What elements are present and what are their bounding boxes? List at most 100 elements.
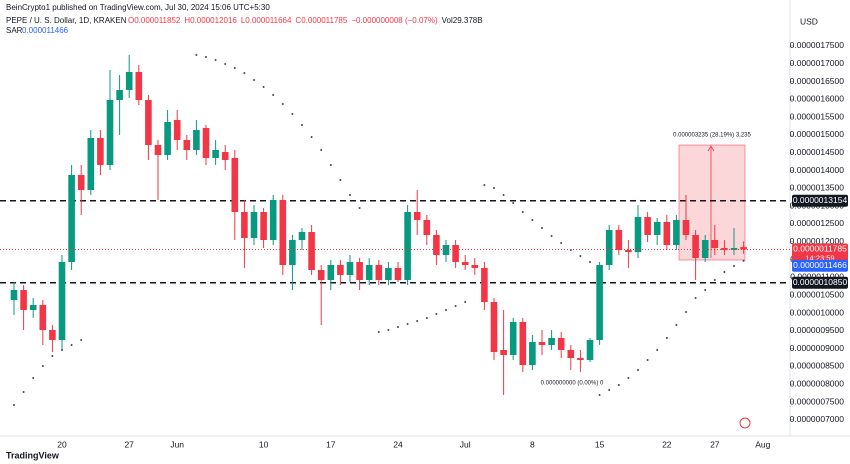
candle-body xyxy=(327,265,335,280)
level-label: 0.0000013154 xyxy=(793,195,848,205)
sar-dot xyxy=(579,255,582,258)
candle-body xyxy=(356,262,363,280)
sar-dot xyxy=(694,297,697,300)
y-tick-label: 0.0000007000 xyxy=(790,414,845,424)
candle-body xyxy=(125,71,133,90)
sar-dot xyxy=(70,344,73,347)
candle-body xyxy=(500,349,507,356)
sar-tag xyxy=(792,259,848,272)
candle-body xyxy=(471,265,479,269)
sar-dot xyxy=(627,377,630,380)
sar-dot xyxy=(41,365,44,368)
sar-dot xyxy=(493,187,495,190)
sar-dot xyxy=(637,368,639,371)
sar-dot xyxy=(608,389,611,392)
y-tick-label: 0.0000007500 xyxy=(790,396,845,406)
candle-body xyxy=(529,342,536,366)
sar-dot xyxy=(253,78,255,81)
sar-dot xyxy=(646,358,649,361)
publisher: BeinCrypto1 published on TradingView.com… xyxy=(6,3,270,12)
sar-dot xyxy=(80,339,83,342)
legend-close: C0.000011785 xyxy=(295,16,347,25)
sar-dot xyxy=(742,259,745,262)
candle-body xyxy=(567,349,575,358)
candle-body xyxy=(39,304,47,331)
candle-body xyxy=(346,262,354,276)
sar-dot xyxy=(617,384,620,387)
candle-body xyxy=(116,89,123,101)
sar-dot xyxy=(541,227,543,230)
sar-dot xyxy=(349,194,351,197)
candle-body xyxy=(404,212,411,280)
candle-body xyxy=(10,290,18,301)
y-tick-label: 0.0000013500 xyxy=(790,183,845,193)
currency: USD xyxy=(800,16,818,26)
candle-body xyxy=(183,140,191,150)
candle-body xyxy=(269,200,277,241)
candle-body xyxy=(615,230,623,250)
candle-body xyxy=(663,222,671,246)
sar-dot xyxy=(416,320,419,323)
candle-body xyxy=(250,212,258,238)
level-label: 0.0000010850 xyxy=(793,277,848,287)
range-top-label: 0.000003235 (28.19%) 3,235 xyxy=(673,133,751,139)
sar-dot xyxy=(262,86,265,89)
candle-body xyxy=(538,342,546,346)
legend-change: −0.000000008 (−0.07%) xyxy=(351,16,438,25)
sar-dot xyxy=(272,94,275,97)
sar-dot xyxy=(195,54,198,57)
legend-low: L0.000011664 xyxy=(241,16,292,25)
candle-body xyxy=(605,230,613,266)
sar-dot xyxy=(13,403,15,406)
sar-dot xyxy=(22,390,25,393)
candle-body xyxy=(625,249,632,253)
candle-body xyxy=(87,137,95,191)
candle-body xyxy=(586,340,594,360)
sar-name: SAR xyxy=(6,26,23,35)
legend-open: O0.000011852 xyxy=(128,16,181,25)
level-tag xyxy=(792,194,848,207)
sar-dot xyxy=(483,184,486,187)
candle-body xyxy=(452,245,459,263)
candle-body xyxy=(164,122,171,156)
candle-body xyxy=(711,240,719,248)
candle-body xyxy=(634,217,642,253)
sar-dot xyxy=(550,234,553,237)
sar-dot xyxy=(397,325,399,328)
level-tag xyxy=(792,276,848,289)
candle-body xyxy=(212,149,219,158)
sar-dot xyxy=(733,265,735,268)
candle-body xyxy=(154,145,162,156)
x-tick-label: 22 xyxy=(662,439,672,449)
last-price-tag xyxy=(792,243,848,264)
sar-dot xyxy=(464,300,467,303)
sar-dot xyxy=(723,270,726,273)
last-price-label: 0.0000011785 xyxy=(793,244,847,254)
sar-dot xyxy=(512,201,515,204)
x-tick-label: 20 xyxy=(57,439,67,449)
sar-value: 0.000011466 xyxy=(22,26,69,35)
candle-body xyxy=(193,130,200,150)
y-tick-label: 0.0000010000 xyxy=(790,307,845,317)
y-tick-label: 0.0000016000 xyxy=(790,94,845,104)
candle-body xyxy=(221,152,229,160)
alert-icon[interactable] xyxy=(739,417,751,429)
x-tick-label: 10 xyxy=(259,439,269,449)
y-tick-label: 0.0000009000 xyxy=(790,343,845,353)
y-tick-label: 0.0000009500 xyxy=(790,325,845,335)
y-tick-label: 0.0000014500 xyxy=(790,147,845,157)
sar-dot xyxy=(406,323,409,326)
sar-dot xyxy=(358,207,361,210)
candle-body xyxy=(29,304,37,311)
sar-dot xyxy=(281,102,284,105)
candle-body xyxy=(68,175,75,263)
candle-body xyxy=(202,128,210,158)
candle-body xyxy=(279,200,287,266)
sar-dot xyxy=(339,178,342,181)
sar-dot xyxy=(329,164,332,167)
sar-dot xyxy=(243,72,246,75)
candle-body xyxy=(644,217,651,235)
sar-dot xyxy=(291,112,294,115)
candle-body xyxy=(394,268,402,280)
y-tick-label: 0.0000016500 xyxy=(790,76,845,86)
